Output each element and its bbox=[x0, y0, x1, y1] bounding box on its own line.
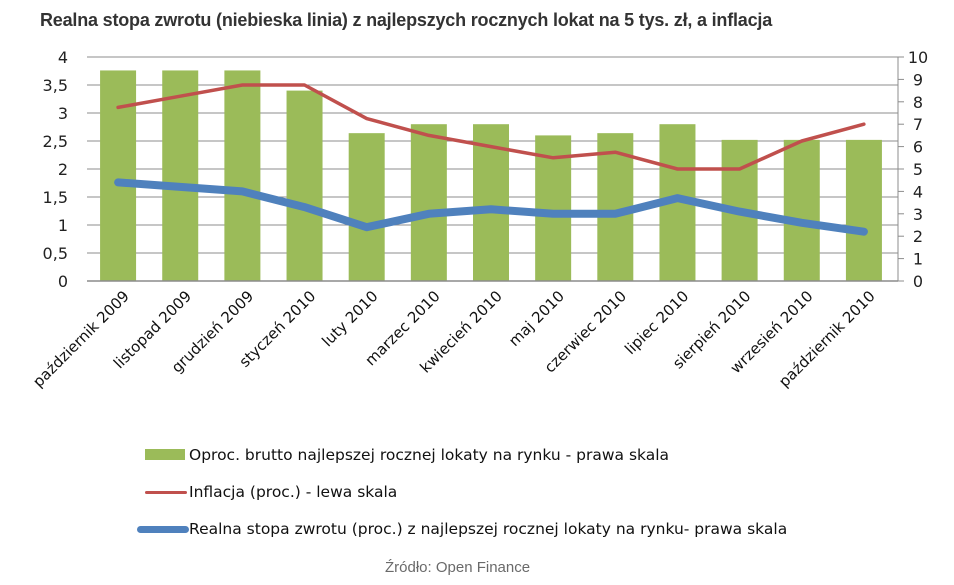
left-tick-label: 2 bbox=[58, 160, 68, 179]
right-axis-ticks: 0 1 2 3 4 5 6 7 8 9 10 bbox=[898, 48, 928, 291]
line-series bbox=[114, 83, 868, 236]
real-rate-line bbox=[114, 178, 868, 236]
right-tick-label: 9 bbox=[913, 70, 923, 89]
right-tick-label: 2 bbox=[913, 227, 923, 246]
bar bbox=[162, 70, 199, 281]
legend-label: Realna stopa zwrotu (proc.) z najlepszej… bbox=[189, 520, 788, 538]
left-tick-label: 2,5 bbox=[43, 132, 68, 151]
legend-label: Inflacja (proc.) - lewa skala bbox=[189, 483, 398, 501]
left-tick-label: 1 bbox=[58, 216, 68, 235]
legend-label: Oproc. brutto najlepszej rocznej lokaty … bbox=[189, 446, 670, 464]
left-tick-label: 3,5 bbox=[43, 76, 68, 95]
right-tick-label: 1 bbox=[913, 250, 923, 269]
left-tick-label: 4 bbox=[58, 48, 68, 67]
right-tick-label: 8 bbox=[913, 93, 923, 112]
right-tick-label: 7 bbox=[913, 115, 923, 134]
left-axis-ticks: 0 0,5 1 1,5 2 2,5 3 3,5 4 bbox=[43, 48, 68, 291]
bar bbox=[535, 135, 572, 281]
chart-title: Realna stopa zwrotu (niebieska linia) z … bbox=[40, 10, 773, 30]
bar bbox=[100, 70, 137, 281]
x-axis-label: październik 2009 bbox=[29, 287, 133, 391]
right-tick-label: 6 bbox=[913, 138, 923, 157]
left-tick-label: 1,5 bbox=[43, 188, 68, 207]
red-line-swatch-icon bbox=[145, 491, 187, 494]
bar bbox=[783, 139, 820, 281]
right-tick-label: 10 bbox=[908, 48, 928, 67]
bar-series bbox=[100, 70, 882, 281]
x-axis-label: maj 2010 bbox=[505, 287, 568, 350]
green-bar-swatch-icon bbox=[145, 449, 185, 460]
left-tick-label: 0,5 bbox=[43, 244, 68, 263]
right-tick-label: 3 bbox=[913, 205, 923, 224]
x-axis-label: luty 2010 bbox=[318, 287, 381, 350]
right-tick-label: 4 bbox=[913, 182, 923, 201]
bar bbox=[224, 70, 261, 281]
right-tick-label: 0 bbox=[913, 272, 923, 291]
source-note: Źródło: Open Finance bbox=[385, 559, 531, 576]
bar bbox=[845, 139, 882, 281]
bar bbox=[286, 90, 323, 281]
bar bbox=[348, 133, 385, 281]
bar bbox=[410, 124, 447, 281]
chart-plot: 0 0,5 1 1,5 2 2,5 3 3,5 4 0 1 2 3 4 5 6 7 8 9 10 październ… bbox=[29, 48, 928, 391]
left-tick-label: 0 bbox=[58, 272, 68, 291]
left-tick-label: 3 bbox=[58, 104, 68, 123]
inflation-line bbox=[116, 83, 866, 171]
blue-line-swatch-icon bbox=[137, 526, 189, 533]
right-tick-label: 5 bbox=[913, 160, 923, 179]
